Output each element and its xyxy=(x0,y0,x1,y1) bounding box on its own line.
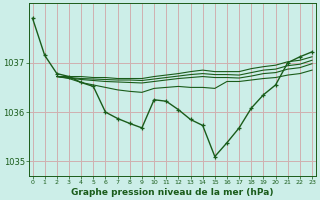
X-axis label: Graphe pression niveau de la mer (hPa): Graphe pression niveau de la mer (hPa) xyxy=(71,188,274,197)
